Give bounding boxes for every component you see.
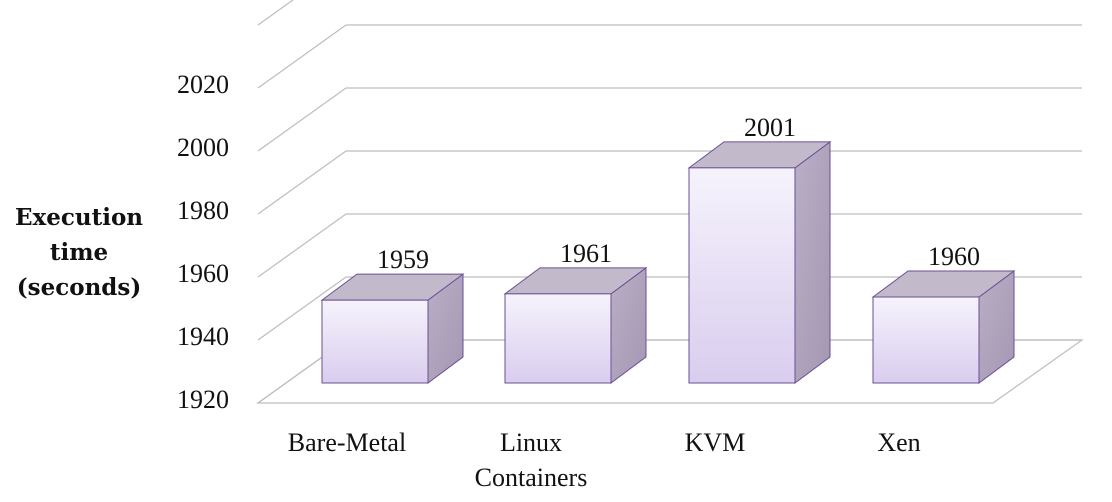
bar-value-label: 2001 <box>744 113 796 142</box>
bar: 1959 <box>320 245 465 384</box>
bar-front <box>504 293 612 384</box>
y-tick-label: 1980 <box>177 196 229 225</box>
gridline-diagonal <box>257 213 347 278</box>
bar: 2001 <box>687 113 832 384</box>
y-tick-label: 2020 <box>177 70 229 99</box>
bar-front <box>321 299 429 384</box>
gridline-diagonal <box>257 87 347 152</box>
y-tick-label: 1920 <box>177 385 229 414</box>
y-axis-label-line: Execution <box>14 204 144 231</box>
bar-value-label: 1959 <box>377 245 429 274</box>
x-category-label: KVM <box>685 428 746 457</box>
y-axis-ticks: 1920 1940 1960 1980 2000 2020 <box>177 70 229 414</box>
chart-floor <box>256 339 1084 404</box>
bars: 1959 1961 2001 1960 <box>320 113 1016 384</box>
y-tick-label: 2000 <box>177 133 229 162</box>
bar: 1960 <box>871 242 1016 384</box>
y-axis-label-line: (seconds) <box>16 274 142 301</box>
bar: 1961 <box>503 239 648 384</box>
bar-value-label: 1960 <box>928 242 980 271</box>
x-axis-categories: Bare-Metal Linux Containers KVM Xen <box>288 428 921 492</box>
y-tick-label: 1940 <box>177 322 229 351</box>
bar-front <box>688 167 796 384</box>
y-axis-label-line: time <box>49 239 109 266</box>
gridline-diagonal <box>257 0 294 26</box>
y-tick-label: 1960 <box>177 259 229 288</box>
x-category-label: Linux Containers <box>475 428 588 492</box>
gridline-diagonal <box>257 24 347 89</box>
bar-front <box>872 296 980 384</box>
bar-side <box>794 140 831 384</box>
x-category-label: Xen <box>877 428 920 457</box>
gridline-diagonal <box>257 150 347 215</box>
y-axis-label: Execution time (seconds) <box>4 200 154 305</box>
bar-value-label: 1961 <box>560 239 612 268</box>
gridline-diagonal <box>257 276 347 341</box>
x-category-label: Bare-Metal <box>288 428 406 457</box>
